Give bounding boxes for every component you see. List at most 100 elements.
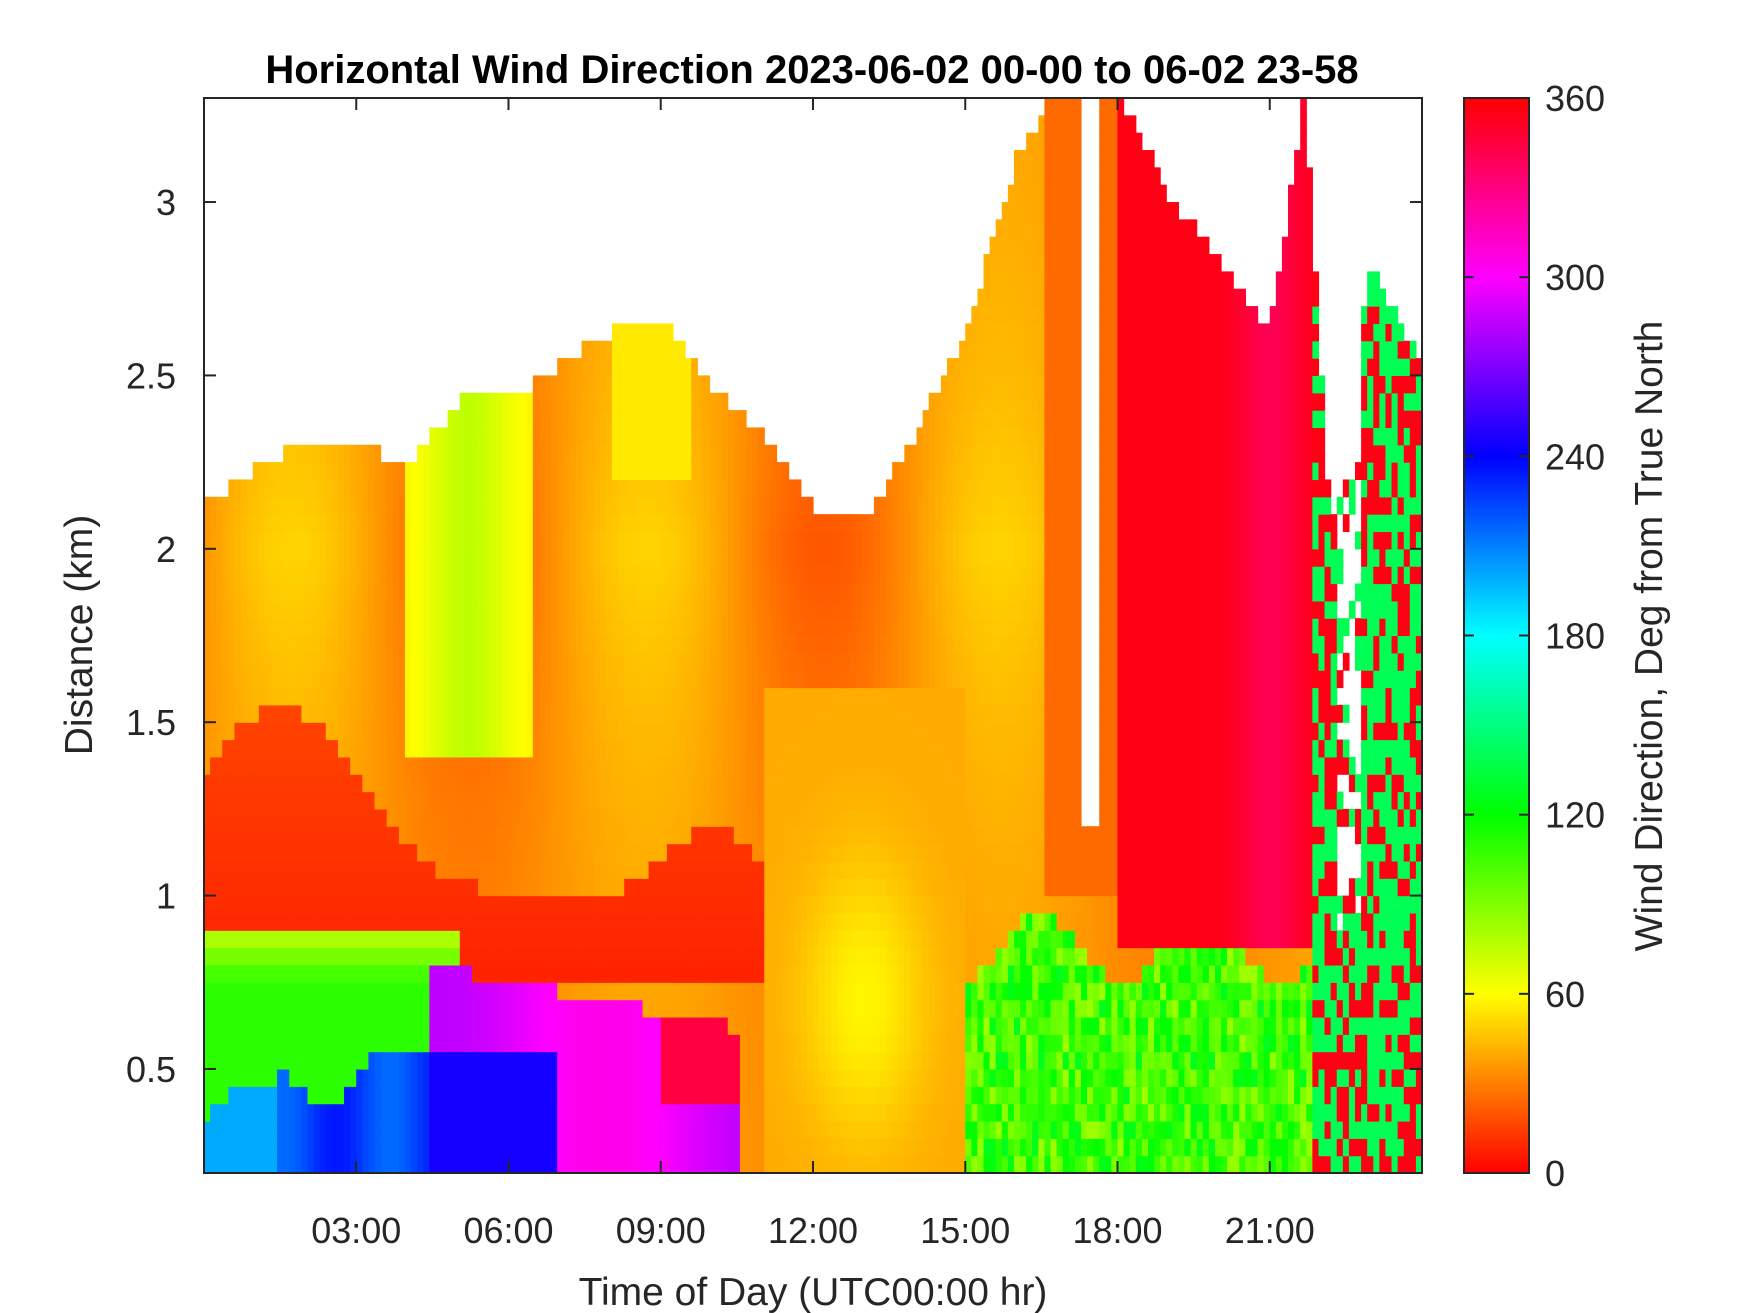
heatmap-cell <box>587 1034 595 1053</box>
heatmap-cell <box>587 670 595 689</box>
heatmap-cell <box>344 566 351 585</box>
heatmap-cell <box>569 895 577 914</box>
heatmap-cell <box>721 722 729 741</box>
heatmap-cell <box>404 1103 412 1122</box>
heatmap-cell <box>886 479 893 498</box>
heatmap-cell <box>490 1051 497 1070</box>
heatmap-cell <box>222 982 229 1001</box>
heatmap-cell <box>526 1155 534 1174</box>
heatmap-cell <box>886 843 893 862</box>
heatmap-cell <box>879 1068 887 1087</box>
heatmap-cell <box>490 583 497 602</box>
heatmap-cell <box>624 826 631 845</box>
heatmap-cell <box>404 739 412 758</box>
heatmap-cell <box>691 358 698 377</box>
heatmap-cell <box>301 826 309 845</box>
heatmap-cell <box>368 947 376 966</box>
heatmap-cell <box>746 722 753 741</box>
heatmap-cell <box>672 618 680 637</box>
heatmap-cell <box>867 635 875 654</box>
heatmap-cell <box>660 670 668 689</box>
heatmap-cell <box>776 704 784 723</box>
heatmap-cell <box>660 1086 668 1105</box>
heatmap-cell <box>605 427 613 446</box>
heatmap-cell <box>216 722 223 741</box>
heatmap-cell <box>484 392 491 411</box>
heatmap-cell <box>727 687 735 706</box>
heatmap-cell <box>459 704 467 723</box>
heatmap-cell <box>703 774 711 793</box>
heatmap-cell <box>520 739 528 758</box>
heatmap-cell <box>806 756 814 775</box>
heatmap-cell <box>344 982 351 1001</box>
heatmap-cell <box>204 1034 211 1053</box>
heatmap-cell <box>447 479 455 498</box>
heatmap-cell <box>210 808 217 827</box>
heatmap-cell <box>806 1068 814 1087</box>
heatmap-cell <box>599 1068 607 1087</box>
heatmap-cell <box>654 670 662 689</box>
heatmap-cell <box>258 739 266 758</box>
heatmap-cell <box>648 964 656 983</box>
heatmap-cell <box>691 670 698 689</box>
heatmap-cell <box>551 427 558 446</box>
heatmap-cell <box>624 999 631 1018</box>
heatmap-cell <box>593 930 601 949</box>
heatmap-cell <box>660 964 668 983</box>
heatmap-cell <box>721 878 729 897</box>
heatmap-cell <box>258 618 266 637</box>
heatmap-cell <box>709 791 717 810</box>
heatmap-cell <box>496 531 504 550</box>
heatmap-cell <box>709 1034 717 1053</box>
heatmap-cell <box>216 583 223 602</box>
heatmap-cell <box>538 670 546 689</box>
heatmap-cell <box>624 340 631 359</box>
heatmap-cell <box>813 566 820 585</box>
heatmap-cell <box>618 912 625 931</box>
heatmap-cell <box>557 583 564 602</box>
heatmap-cell <box>618 600 625 619</box>
heatmap-cell <box>429 895 437 914</box>
heatmap-cell <box>380 1155 388 1174</box>
heatmap-cell <box>264 1155 272 1174</box>
heatmap-cell <box>545 375 552 394</box>
heatmap-cell <box>429 583 437 602</box>
heatmap-cell <box>417 670 424 689</box>
heatmap-cell <box>587 566 595 585</box>
heatmap-cell <box>228 791 236 810</box>
heatmap-cell <box>904 722 912 741</box>
heatmap-cell <box>703 1103 711 1122</box>
heatmap-cell <box>794 808 802 827</box>
heatmap-cell <box>252 1016 260 1035</box>
heatmap-cell <box>685 1068 692 1087</box>
heatmap-cell <box>672 514 680 533</box>
heatmap-cell <box>898 496 905 515</box>
heatmap-cell <box>471 722 479 741</box>
heatmap-cell <box>654 392 662 411</box>
heatmap-cell <box>240 774 248 793</box>
heatmap-cell <box>386 496 394 515</box>
heatmap-cell <box>441 739 449 758</box>
heatmap-cell <box>283 652 290 671</box>
heatmap-cell <box>697 1138 704 1157</box>
heatmap-cell <box>879 635 887 654</box>
heatmap-cell <box>849 1034 857 1053</box>
heatmap-cell <box>301 670 309 689</box>
heatmap-cell <box>471 479 479 498</box>
heatmap-cell <box>545 808 552 827</box>
heatmap-cell <box>879 704 887 723</box>
heatmap-cell <box>575 704 583 723</box>
heatmap-cell <box>831 548 838 567</box>
heatmap-cell <box>764 652 771 671</box>
heatmap-cell <box>417 635 424 654</box>
heatmap-cell <box>733 843 741 862</box>
heatmap-cell <box>575 496 583 515</box>
heatmap-cell <box>855 774 863 793</box>
heatmap-cell <box>593 1068 601 1087</box>
heatmap-cell <box>325 462 333 481</box>
heatmap-cell <box>234 808 242 827</box>
heatmap-cell <box>685 652 692 671</box>
heatmap-cell <box>526 410 534 429</box>
heatmap-cell <box>685 982 692 1001</box>
heatmap-cell <box>319 548 327 567</box>
